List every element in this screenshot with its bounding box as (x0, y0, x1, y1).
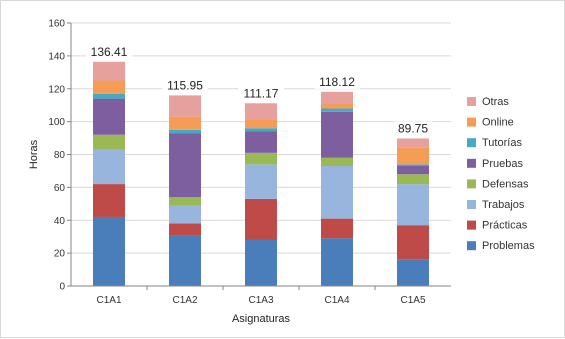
legend-swatch-otras (467, 97, 476, 106)
y-tick-label: 20 (54, 249, 66, 260)
x-tick-label: C1A3 (248, 295, 273, 306)
total-label-bg (393, 121, 433, 136)
total-label-bg (238, 86, 284, 101)
x-tick-label: C1A1 (96, 295, 121, 306)
bar-segment-otras (169, 95, 201, 117)
bar-segment-tutorías (397, 164, 429, 167)
legend-label-problemas: Problemas (482, 240, 535, 252)
x-tick-label: C1A2 (172, 295, 197, 306)
bar-segment-otras (321, 91, 353, 104)
bar-segment-pruebas (245, 131, 277, 153)
bar-segment-defensas (93, 134, 125, 150)
bar-segment-pruebas (169, 133, 201, 198)
y-tick-label: 0 (59, 282, 65, 293)
bar-segment-trabajos (169, 205, 201, 224)
bar-segment-online (93, 80, 125, 94)
y-tick-label: 160 (48, 19, 65, 30)
legend-label-prácticas: Prácticas (482, 220, 528, 232)
legend-swatch-prácticas (467, 220, 476, 230)
bar-segment-prácticas (93, 184, 125, 217)
bar-segment-problemas (397, 259, 429, 286)
total-label: 89.75 (398, 121, 428, 135)
axes: 0 20 40 60 80 100 120 140 160 C1A1 C1A2 C1A3 C1A4 C1A… (28, 19, 451, 325)
bar-segment-otras (245, 103, 277, 120)
bar-segment-tutorías (245, 128, 277, 132)
bar-segment-trabajos (397, 184, 429, 226)
total-label: 118.12 (319, 75, 355, 89)
y-tick-label: 80 (54, 150, 66, 161)
bar-segment-online (169, 116, 201, 130)
legend-label-pruebas: Pruebas (482, 158, 523, 170)
bar-segment-defensas (397, 174, 429, 185)
y-tick-label: 100 (48, 117, 65, 128)
legend-label-online: Online (482, 117, 514, 129)
bar-segment-trabajos (93, 149, 125, 185)
total-label: 136.41 (91, 45, 128, 59)
bar-segment-trabajos (321, 166, 353, 219)
x-axis-title: Asignaturas (232, 313, 291, 325)
bar-segment-online (397, 147, 429, 165)
bar-segment-prácticas (245, 198, 277, 240)
bar-segment-tutorías (321, 108, 353, 112)
bar-segment-otras (93, 61, 125, 81)
bar-segment-problemas (93, 216, 125, 286)
legend-swatch-online (467, 117, 476, 127)
legend: Otras Online Tutorías Pruebas Defensas Trabaj… (467, 96, 535, 252)
legend-label-otras: Otras (482, 96, 509, 108)
y-tick-label: 60 (54, 183, 66, 194)
bar-segment-defensas (321, 157, 353, 167)
legend-label-trabajos: Trabajos (482, 199, 525, 211)
legend-swatch-trabajos (467, 200, 476, 209)
legend-swatch-tutorías (467, 138, 476, 148)
bar-segment-online (321, 103, 353, 109)
bar-segment-tutorías (169, 129, 201, 134)
bar-segment-pruebas (397, 166, 429, 175)
total-label-bg (162, 78, 208, 93)
legend-swatch-problemas (467, 241, 476, 251)
y-tick-label: 40 (54, 216, 66, 227)
bar-segment-problemas (245, 239, 277, 286)
y-tick-label: 120 (48, 84, 65, 95)
bar-segment-defensas (245, 152, 277, 165)
bar-segment-problemas (169, 235, 201, 286)
legend-label-defensas: Defensas (482, 178, 529, 190)
bars (93, 61, 429, 286)
total-label-bg (86, 44, 132, 59)
bar-segment-otras (397, 138, 429, 148)
bar-segment-pruebas (321, 111, 353, 158)
bar-segment-prácticas (321, 218, 353, 239)
total-label: 115.95 (167, 78, 203, 92)
y-axis-title: Horas (28, 139, 40, 169)
bar-segment-prácticas (169, 223, 201, 236)
y-tick-label: 140 (48, 51, 65, 62)
bar-segment-defensas (169, 197, 201, 206)
legend-swatch-defensas (467, 179, 476, 189)
total-label-bg (314, 74, 360, 89)
bar-segment-prácticas (397, 225, 429, 260)
bar-segment-problemas (321, 238, 353, 286)
bar-segment-online (245, 119, 277, 129)
bar-segment-pruebas (93, 98, 125, 135)
legend-label-tutorías: Tutorías (482, 137, 522, 149)
bar-segment-trabajos (245, 164, 277, 199)
bar-segment-tutorías (93, 93, 125, 99)
data-labels: 136.41 115.95 111.17 118.12 89.75 (86, 44, 433, 136)
x-tick-label: C1A5 (400, 295, 425, 306)
legend-swatch-pruebas (467, 158, 476, 168)
x-tick-label: C1A4 (324, 295, 349, 306)
total-label: 111.17 (244, 86, 279, 100)
